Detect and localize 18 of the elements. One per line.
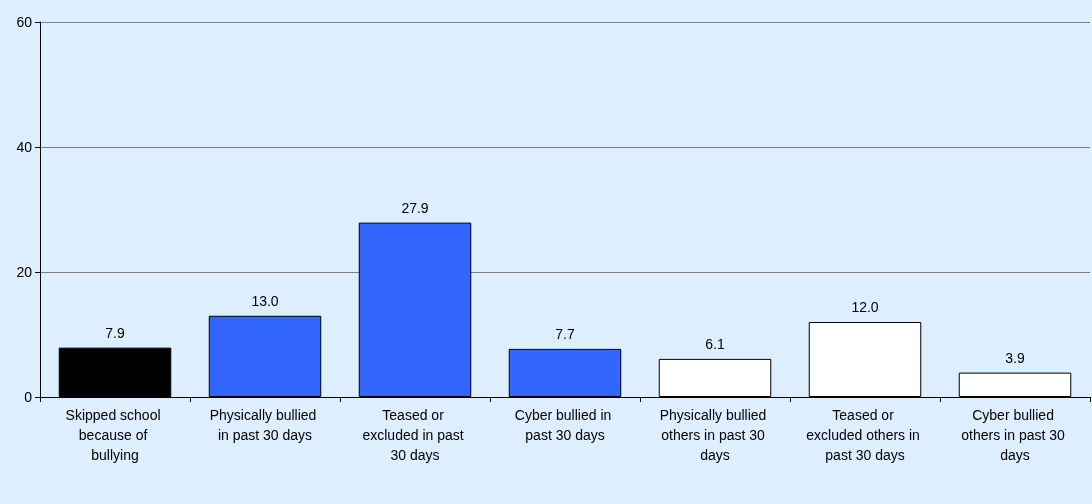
data-label: 12.0: [851, 299, 879, 315]
y-tick-label: 40: [16, 139, 33, 155]
data-label: 6.1: [705, 335, 725, 352]
y-tick-label: 0: [24, 389, 33, 405]
x-tick-label: Cyber bullied in past 30 days: [514, 407, 616, 443]
x-tick-label: Cyber bullied others in past 30 days: [961, 407, 1069, 463]
x-tick-label: Teased or excluded in past 30 days: [362, 407, 468, 463]
data-label: 7.7: [555, 325, 575, 342]
data-label: 27.9: [401, 199, 429, 216]
x-tick-label: Physically bullied others in past 30 days: [659, 407, 771, 463]
x-tick-label: Skipped school because of bullying: [65, 407, 165, 463]
data-label: 13.0: [251, 292, 279, 309]
y-tick-label: 60: [16, 14, 33, 30]
x-tick-label: Teased or excluded others in past 30 days: [806, 407, 924, 463]
y-tick-label: 20: [16, 264, 33, 280]
data-label: 7.9: [105, 324, 125, 341]
data-label: 3.9: [1005, 349, 1025, 366]
x-tick-label: Physically bullied in past 30 days: [209, 407, 321, 443]
